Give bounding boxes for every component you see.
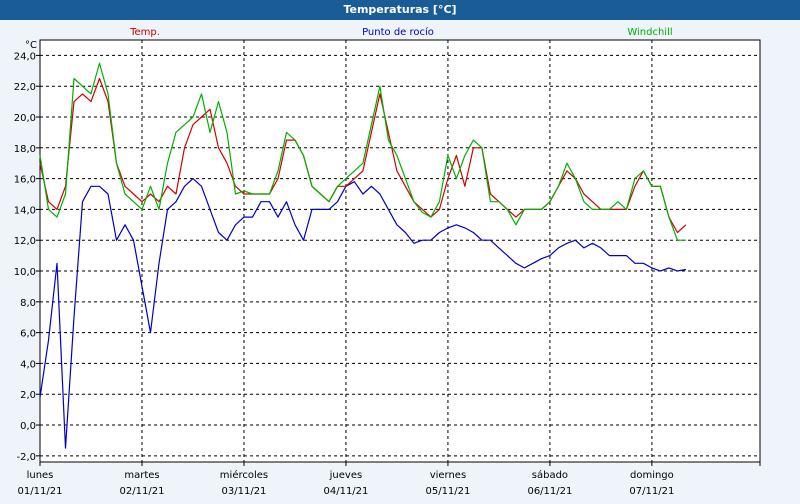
x-tick-date-label: 02/11/21 [120, 486, 165, 497]
legend-entry: Punto de rocío [362, 26, 434, 38]
y-tick-label: 10,0 [14, 267, 36, 278]
y-tick-label: 24,0 [14, 51, 36, 62]
x-tick-date-label: 01/11/21 [18, 486, 63, 497]
y-tick-label: 12,0 [14, 236, 36, 247]
x-tick-date-label: 04/11/21 [323, 486, 368, 497]
y-tick-label: -2,0 [16, 452, 36, 463]
x-tick-day-label: domingo [630, 470, 674, 481]
legend-entry: Windchill [627, 27, 672, 38]
y-tick-label: 22,0 [14, 82, 36, 93]
x-tick-day-label: lunes [27, 470, 54, 481]
x-tick-day-label: miércoles [220, 469, 268, 481]
plot-area [39, 39, 761, 463]
series-line-temp [39, 77, 687, 234]
x-tick-day-label: viernes [430, 470, 466, 481]
x-tick-date-label: 07/11/21 [629, 486, 674, 497]
y-tick-label: 0,0 [20, 421, 36, 432]
x-tick-day-label: jueves [329, 470, 363, 481]
temperature-chart: °C 24,0 22,0 20,0 18,0 16,0 14,0 12,0 10,0 8,0 6,0… [0, 20, 800, 500]
series-line-dewpoint [39, 178, 687, 449]
y-tick-label: 20,0 [14, 113, 36, 124]
y-tick-label: 2,0 [20, 390, 36, 401]
temperature-chart-svg: °C24,0 22,0 20,0 18,0 16,0 14,0 12,0 10,0 8,0 6,0… [14, 26, 761, 497]
x-tick-day-label: sábado [532, 469, 568, 481]
y-tick-label: 4,0 [20, 359, 36, 370]
y-tick-label: 14,0 [14, 205, 36, 216]
x-tick-date-label: 05/11/21 [425, 486, 470, 497]
y-tick-label: 8,0 [20, 298, 36, 309]
y-axis-unit: °C [25, 40, 37, 51]
x-tick-date-label: 03/11/21 [222, 486, 267, 497]
legend-entry: Temp. [129, 27, 160, 38]
y-tick-label: 6,0 [20, 329, 36, 340]
x-tick-date-label: 06/11/21 [527, 486, 572, 497]
y-tick-label: 16,0 [14, 175, 36, 186]
chart-title: Temperaturas [°C] [0, 0, 800, 20]
y-tick-label: 18,0 [14, 144, 36, 155]
series-line-windchill [39, 62, 686, 241]
x-tick-day-label: martes [124, 470, 159, 481]
